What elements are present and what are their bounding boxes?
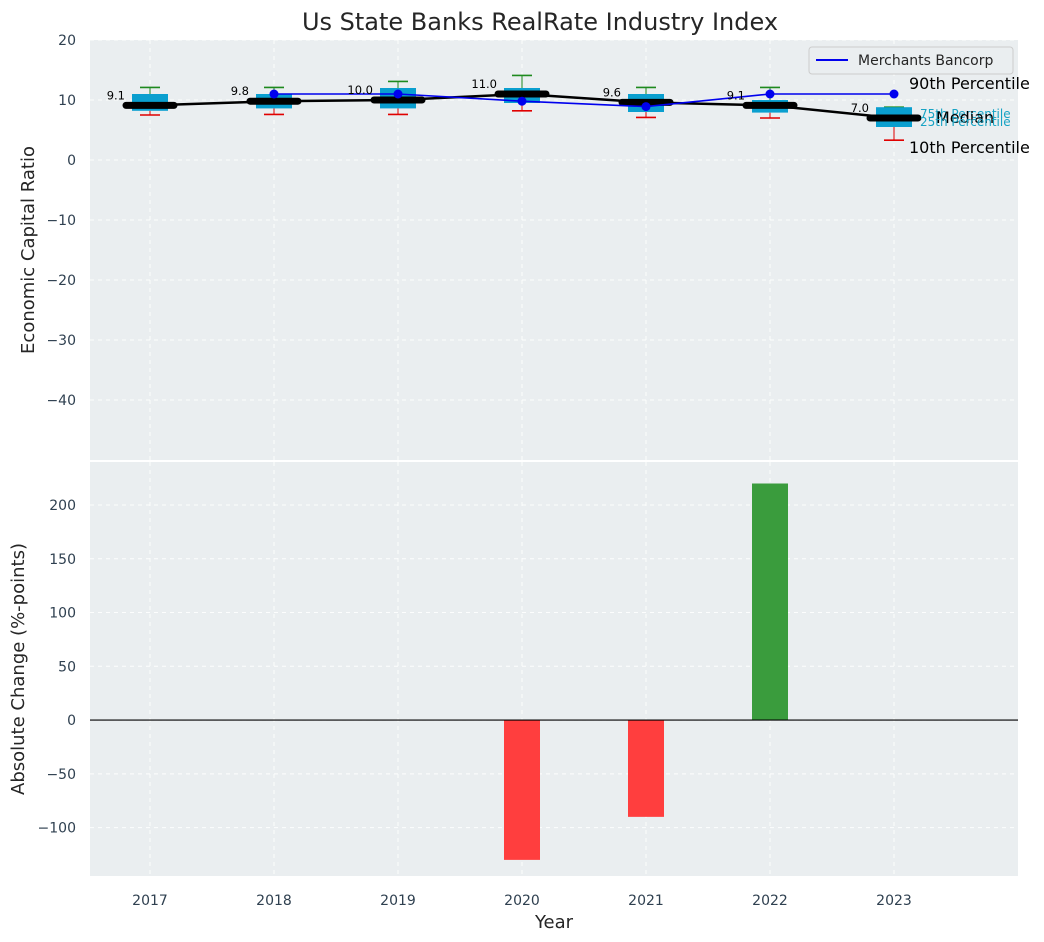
top-y-axis-label: Economic Capital Ratio: [18, 146, 39, 354]
top-gridlines: [90, 39, 1018, 460]
bank-series-point: [517, 96, 527, 106]
top-y-tick-label: −40: [46, 393, 76, 409]
top-y-tick-label: 0: [67, 153, 76, 169]
bank-series-point: [393, 89, 403, 99]
top-panel: 20 10 0 −10 −20 −30 −40 9.1 9.8 10.0 11.0 9.6 9.1 7.…: [18, 33, 1030, 460]
top-y-tick-label: −10: [46, 213, 76, 229]
bottom-y-axis-label: Absolute Change (%-points): [8, 543, 29, 795]
change-bar: [752, 483, 788, 721]
bottom-y-tick-labels: 200 150 100 50 0 −50 −100: [38, 498, 76, 837]
legend-box: [808, 46, 1014, 75]
median-value-labels: 9.1 9.8 10.0 11.0 9.6 9.1 7.0: [107, 77, 869, 115]
top-y-tick-label: 20: [58, 33, 76, 49]
top-y-tick-labels: 20 10 0 −10 −20 −30 −40: [46, 33, 76, 409]
median-value-label: 9.6: [603, 85, 621, 99]
median-trend-line: [149, 92, 895, 120]
legend: Merchants Bancorp: [808, 46, 1014, 75]
bank-series-point: [765, 89, 775, 99]
median-value-label: 9.8: [231, 84, 249, 98]
median-value-label: 10.0: [347, 83, 373, 97]
x-axis-label: Year: [534, 912, 574, 933]
chart-title: Us State Banks RealRate Industry Index: [302, 8, 778, 36]
bank-series-point: [641, 102, 651, 112]
legend-label: Merchants Bancorp: [858, 53, 993, 69]
annotation-p90: 90th Percentile: [909, 74, 1030, 93]
bottom-y-tick-label: 100: [49, 606, 76, 622]
bottom-y-tick-label: −100: [38, 821, 76, 837]
bottom-plot-background: [90, 462, 1018, 876]
percentile-annotations: 90th Percentile 75th Percentile Median 2…: [909, 74, 1030, 157]
median-value-label: 9.1: [727, 88, 745, 102]
change-bars: [504, 483, 788, 860]
change-bar: [504, 720, 540, 860]
top-y-tick-label: −30: [46, 333, 76, 349]
bank-series-point: [889, 89, 899, 99]
top-plot-background: [90, 40, 1018, 460]
x-tick-label: 2019: [380, 893, 416, 909]
x-tick-label: 2023: [876, 893, 912, 909]
change-bar: [628, 720, 664, 817]
bank-series-line: [274, 93, 894, 108]
x-tick-label: 2020: [504, 893, 540, 909]
x-tick-label: 2017: [132, 893, 168, 909]
bottom-panel: 200 150 100 50 0 −50 −100 2017 2018 2019 2020 2021…: [8, 462, 1018, 933]
median-value-label: 11.0: [471, 77, 497, 91]
x-tick-labels: 2017 2018 2019 2020 2021 2022 2023: [132, 893, 912, 909]
bottom-y-tick-label: 150: [49, 552, 76, 568]
median-value-label: 9.1: [107, 88, 125, 102]
bank-series-point: [269, 89, 279, 99]
top-y-tick-label: 10: [58, 93, 76, 109]
bank-series-group: [269, 89, 899, 112]
median-value-label: 7.0: [851, 101, 869, 115]
top-y-tick-label: −20: [46, 273, 76, 289]
annotation-p10: 10th Percentile: [909, 138, 1030, 157]
annotation-p25: 25th Percentile: [920, 115, 1011, 129]
x-tick-label: 2021: [628, 893, 664, 909]
bottom-y-tick-label: −50: [46, 767, 76, 783]
bottom-y-tick-label: 0: [67, 713, 76, 729]
x-tick-label: 2018: [256, 893, 292, 909]
annotation-median: Median: [936, 108, 994, 127]
annotation-p75: 75th Percentile: [920, 107, 1011, 121]
bottom-y-tick-label: 50: [58, 659, 76, 675]
bottom-y-tick-label: 200: [49, 498, 76, 514]
x-tick-label: 2022: [752, 893, 788, 909]
median-line-group: [149, 92, 895, 120]
